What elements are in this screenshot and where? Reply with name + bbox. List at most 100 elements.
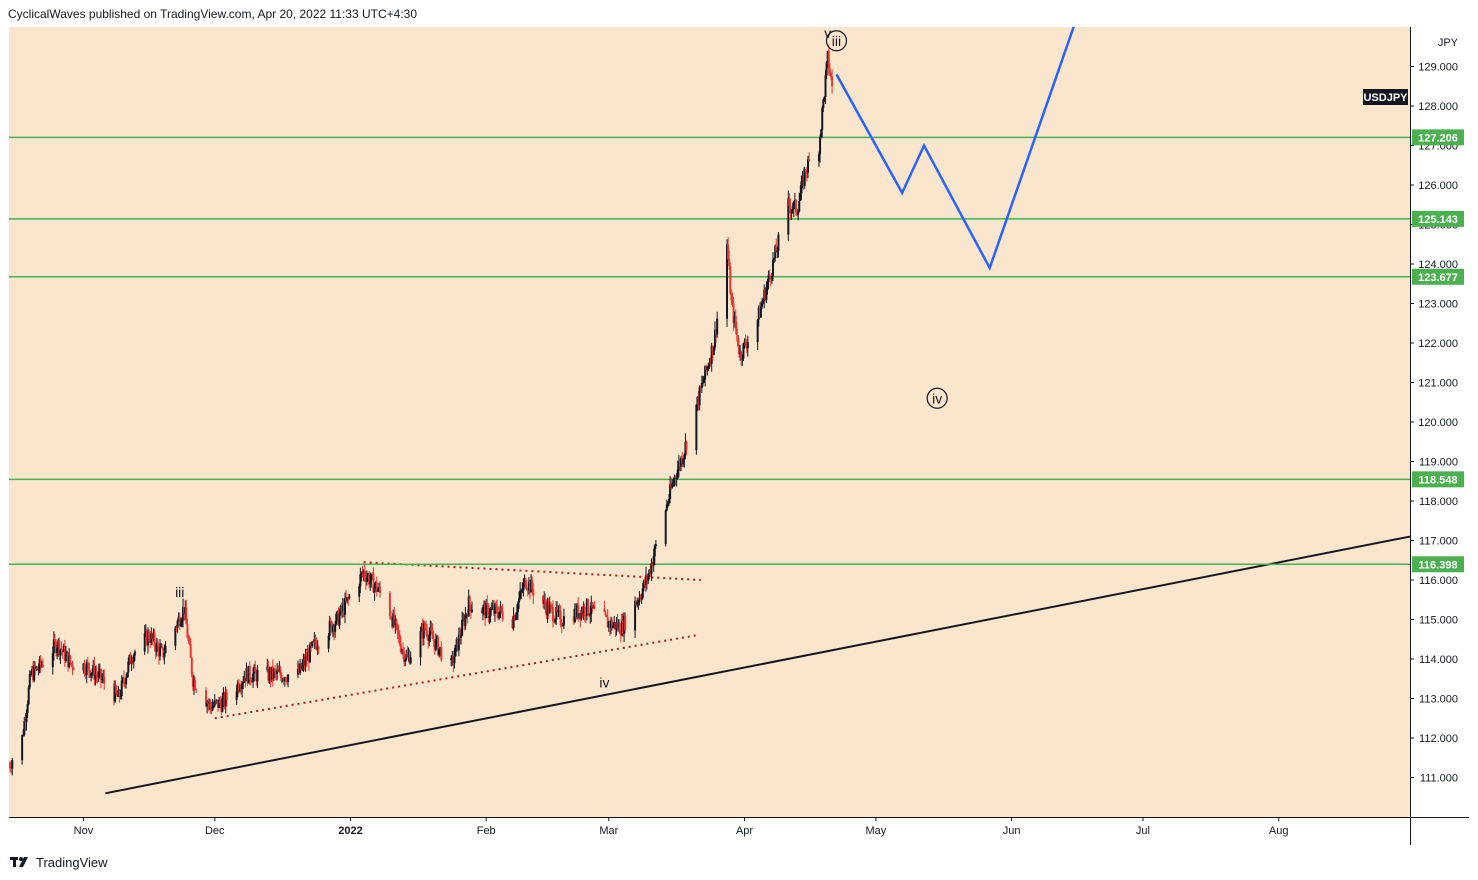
candle-body (406, 654, 409, 657)
candle-body (408, 654, 411, 664)
candle-body (433, 641, 436, 650)
candle-body (739, 351, 742, 355)
candle-body (738, 346, 741, 355)
candle-body (544, 599, 547, 607)
candle-body (792, 202, 795, 210)
candle-body (468, 596, 471, 605)
candle-body (438, 648, 441, 655)
candle-body (426, 630, 429, 638)
candle-body (672, 482, 675, 484)
wave-label: v (824, 27, 831, 41)
candle-body (430, 627, 433, 632)
candle-body (345, 598, 348, 601)
candle-body (743, 341, 746, 344)
triangle-upper-line[interactable] (363, 561, 701, 581)
candle-body (37, 669, 40, 671)
candle-body (464, 614, 467, 626)
candle-body (695, 404, 698, 451)
level-price-tag-label: 123.677 (1418, 272, 1458, 284)
candle-body (698, 386, 701, 406)
price-chart[interactable]: 111.000 112.000 113.000 114.000 115.000 116.0… (9, 27, 1469, 845)
candle-body (156, 642, 159, 647)
x-tick-label: Dec (205, 825, 225, 837)
footer-brand[interactable]: TradingView (10, 852, 108, 872)
candle-body (254, 666, 257, 672)
candle-body (457, 634, 460, 651)
candle-body (706, 366, 709, 371)
price-scale-area[interactable] (1410, 27, 1469, 845)
candle-body (673, 476, 676, 483)
candle-body (764, 289, 767, 301)
candle-body (735, 328, 738, 336)
candle-body (531, 579, 534, 590)
candle-body (25, 713, 28, 723)
y-tick-label: 129.000 (1418, 62, 1458, 74)
candle-body (731, 299, 734, 304)
candle-body (235, 691, 238, 700)
symbol-tag[interactable] (1363, 89, 1408, 105)
candle-body (209, 701, 212, 708)
level-price-tag-label: 127.206 (1418, 132, 1458, 144)
candle-body (344, 598, 347, 615)
candle-body (186, 624, 189, 638)
candle-body (604, 611, 607, 616)
candle-body (279, 669, 282, 676)
candle-body (773, 258, 776, 260)
candle-body (641, 588, 644, 598)
candle-body (649, 569, 652, 574)
candle-body (639, 597, 642, 599)
candle-body (26, 704, 29, 714)
candle-body (347, 597, 350, 599)
candle-body (803, 169, 806, 186)
candle-body (84, 673, 87, 676)
candle-body (236, 682, 239, 692)
candle-body (530, 579, 533, 593)
candle-body (331, 626, 334, 633)
candle-body (336, 611, 339, 615)
candle-body (277, 670, 280, 672)
candle-body (32, 668, 35, 681)
candle-body (581, 609, 584, 615)
candle-body (361, 572, 364, 574)
candle-body (665, 504, 668, 511)
trendline[interactable] (105, 535, 1411, 795)
candle-body (179, 623, 182, 627)
candle-body (133, 651, 136, 656)
candle-body (185, 607, 188, 625)
candle-body (708, 362, 711, 367)
candle-body (798, 200, 801, 212)
candle-body (647, 576, 650, 581)
projection-path[interactable] (835, 27, 1086, 272)
candle-body (93, 664, 96, 680)
candle-body (187, 637, 190, 641)
candle-body (246, 668, 249, 684)
y-tick-label: 111.000 (1420, 773, 1458, 785)
x-tick-label: Mar (599, 825, 618, 837)
candle-body (551, 607, 554, 622)
candle-body (829, 74, 832, 77)
chart-frame[interactable]: 111.000 112.000 113.000 114.000 115.000 116.0… (9, 27, 1469, 845)
candle-body (94, 673, 97, 680)
candle-body (400, 650, 403, 652)
candle-body (237, 682, 240, 691)
publish-info: CyclicalWaves published on TradingView.c… (8, 7, 418, 21)
candle-body (304, 656, 307, 666)
candle-body (69, 655, 72, 664)
y-tick-label: 118.000 (1419, 496, 1458, 508)
candle-body (21, 735, 24, 761)
candle-body (176, 620, 179, 628)
candle-body (425, 628, 428, 631)
candle-body (86, 662, 89, 664)
candle-body (161, 646, 164, 649)
candle-body (821, 107, 824, 130)
candle-body (799, 193, 802, 201)
candle-body (120, 680, 123, 697)
candle-body (191, 674, 194, 687)
candle-body (562, 616, 565, 626)
symbol-tag-label: USDJPY (1363, 92, 1408, 104)
candle-body (67, 652, 70, 668)
candle-body (547, 602, 550, 614)
candle-body (553, 621, 556, 623)
time-scale-area[interactable] (9, 817, 1410, 845)
candle-body (115, 686, 118, 693)
